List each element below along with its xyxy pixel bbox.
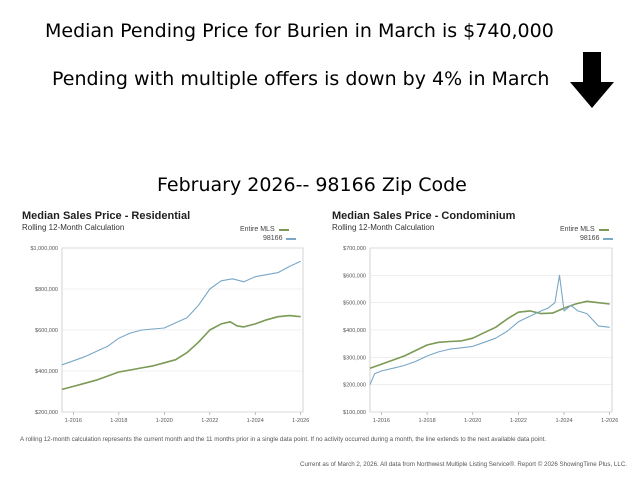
- legend-swatch-blue: [286, 237, 297, 240]
- x-tick-label: 1-2022: [201, 418, 218, 424]
- headline-multiple-offers: Pending with multiple offers is down by …: [52, 68, 550, 90]
- footnote: A rolling 12-month calculation represent…: [20, 436, 547, 443]
- x-tick-label: 1-2026: [601, 418, 618, 424]
- chart-title: Median Sales Price - Residential: [22, 210, 191, 222]
- y-tick-label: $300,000: [343, 355, 366, 361]
- y-tick-label: $200,000: [343, 383, 366, 389]
- headline-median-pending-price: Median Pending Price for Burien in March…: [45, 20, 554, 42]
- legend-swatch-green: [598, 228, 609, 231]
- y-tick-label: $400,000: [35, 369, 58, 375]
- legend-entire-mls: Entire MLS: [240, 226, 289, 233]
- legend-label: 98166: [263, 235, 283, 242]
- chart-subtitle: Rolling 12-Month Calculation: [22, 223, 125, 232]
- x-tick-label: 1-2024: [247, 418, 264, 424]
- y-tick-label: $700,000: [343, 246, 366, 252]
- x-tick-label: 1-2026: [292, 418, 309, 424]
- y-tick-label: $100,000: [343, 410, 366, 416]
- x-tick-label: 1-2024: [555, 418, 572, 424]
- legend-98166: 98166: [263, 235, 297, 242]
- y-tick-label: $400,000: [343, 328, 366, 334]
- y-tick-label: $500,000: [343, 301, 366, 307]
- legend-swatch-green: [278, 228, 289, 231]
- x-tick-label: 1-2020: [464, 418, 481, 424]
- y-tick-label: $1,000,000: [30, 246, 58, 252]
- legend-label: Entire MLS: [560, 226, 595, 233]
- chart-title: Median Sales Price - Condominium: [332, 210, 516, 222]
- chart-subtitle: Rolling 12-Month Calculation: [332, 223, 435, 232]
- y-tick-label: $600,000: [35, 328, 58, 334]
- y-tick-label: $800,000: [35, 287, 58, 293]
- x-tick-label: 1-2018: [110, 418, 127, 424]
- series-line-entire-mls: [61, 314, 301, 391]
- down-arrow-icon: [570, 52, 614, 108]
- x-tick-label: 1-2022: [510, 418, 527, 424]
- source-note: Current as of March 2, 2026. All data fr…: [300, 461, 628, 468]
- x-tick-label: 1-2020: [156, 418, 173, 424]
- x-tick-label: 1-2018: [419, 418, 436, 424]
- y-tick-label: $600,000: [343, 273, 366, 279]
- series-line-98166: [61, 260, 301, 366]
- condominium-plot: $700,000 $600,000 $500,000 $400,000 $300,000…: [343, 246, 618, 424]
- x-tick-label: 1-2016: [373, 418, 390, 424]
- residential-plot: $1,000,000 $800,000 $600,000 $400,000 $200,0…: [30, 246, 309, 424]
- legend-swatch-blue: [603, 237, 614, 240]
- y-tick-label: $200,000: [35, 410, 58, 416]
- legend-label: Entire MLS: [240, 226, 275, 233]
- legend-98166: 98166: [580, 235, 614, 242]
- series-line-98166: [369, 274, 610, 385]
- section-title-zip-code: February 2026-- 98166 Zip Code: [157, 174, 467, 196]
- legend-label: 98166: [580, 235, 600, 242]
- x-tick-label: 1-2016: [65, 418, 82, 424]
- legend-entire-mls: Entire MLS: [560, 226, 609, 233]
